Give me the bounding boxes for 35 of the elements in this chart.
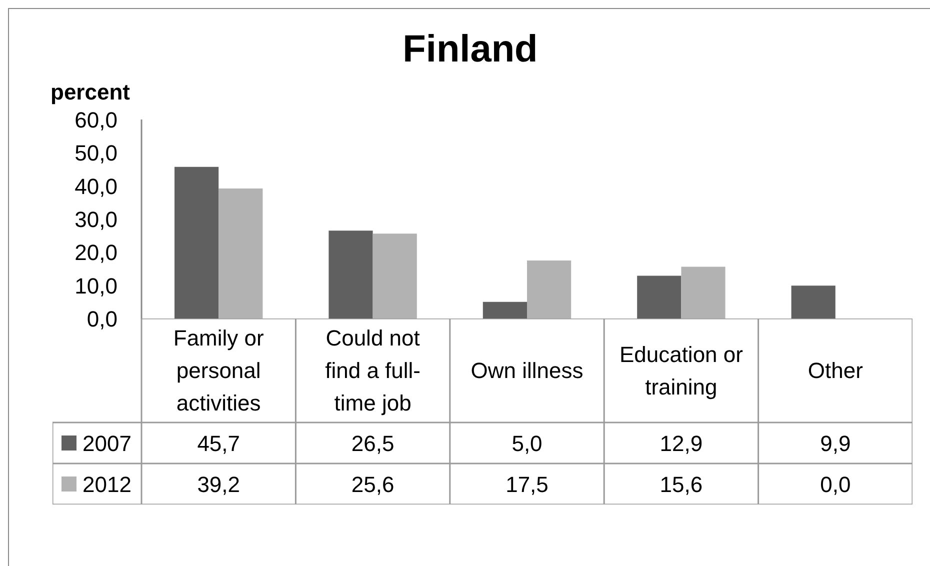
- data-label: 12,9: [660, 431, 703, 456]
- y-tick-label: 30,0: [74, 207, 118, 232]
- x-tick-label: Own illness: [470, 358, 584, 383]
- legend-label: 2012: [82, 472, 132, 497]
- data-label: 25,6: [351, 472, 394, 497]
- y-tick-label: 10,0: [74, 273, 118, 298]
- bar: [637, 276, 682, 318]
- x-tick-label: Family or personal activities: [173, 326, 264, 416]
- data-label: 5,0: [512, 431, 542, 456]
- legend-label: 2007: [82, 431, 132, 456]
- data-label: 17,5: [506, 472, 548, 497]
- x-tick-label: Education or training: [619, 342, 743, 400]
- bar: [218, 188, 263, 318]
- bar: [328, 230, 373, 318]
- data-label: 0,0: [820, 472, 851, 497]
- data-label: 45,7: [197, 431, 240, 456]
- data-label: 26,5: [351, 431, 394, 456]
- chart-title: Finland: [402, 28, 538, 70]
- y-tick-label: 40,0: [74, 174, 118, 199]
- bar: [681, 266, 726, 318]
- y-tick-label: 0,0: [86, 306, 118, 332]
- bar: [791, 286, 836, 318]
- bar: [527, 260, 572, 318]
- data-label: 39,2: [197, 472, 240, 497]
- y-axis-title: percent: [50, 80, 131, 104]
- bar: [174, 166, 219, 318]
- x-tick-label: Other: [808, 358, 863, 383]
- data-label: 15,6: [660, 472, 703, 497]
- x-tick-label: Could not find a full-time job: [325, 326, 420, 416]
- bar: [372, 234, 417, 318]
- y-tick-label: 50,0: [74, 140, 118, 166]
- y-tick-label: 60,0: [74, 108, 118, 132]
- data-label: 9,9: [820, 431, 851, 456]
- y-tick-label: 20,0: [74, 240, 118, 266]
- bar: [482, 302, 527, 318]
